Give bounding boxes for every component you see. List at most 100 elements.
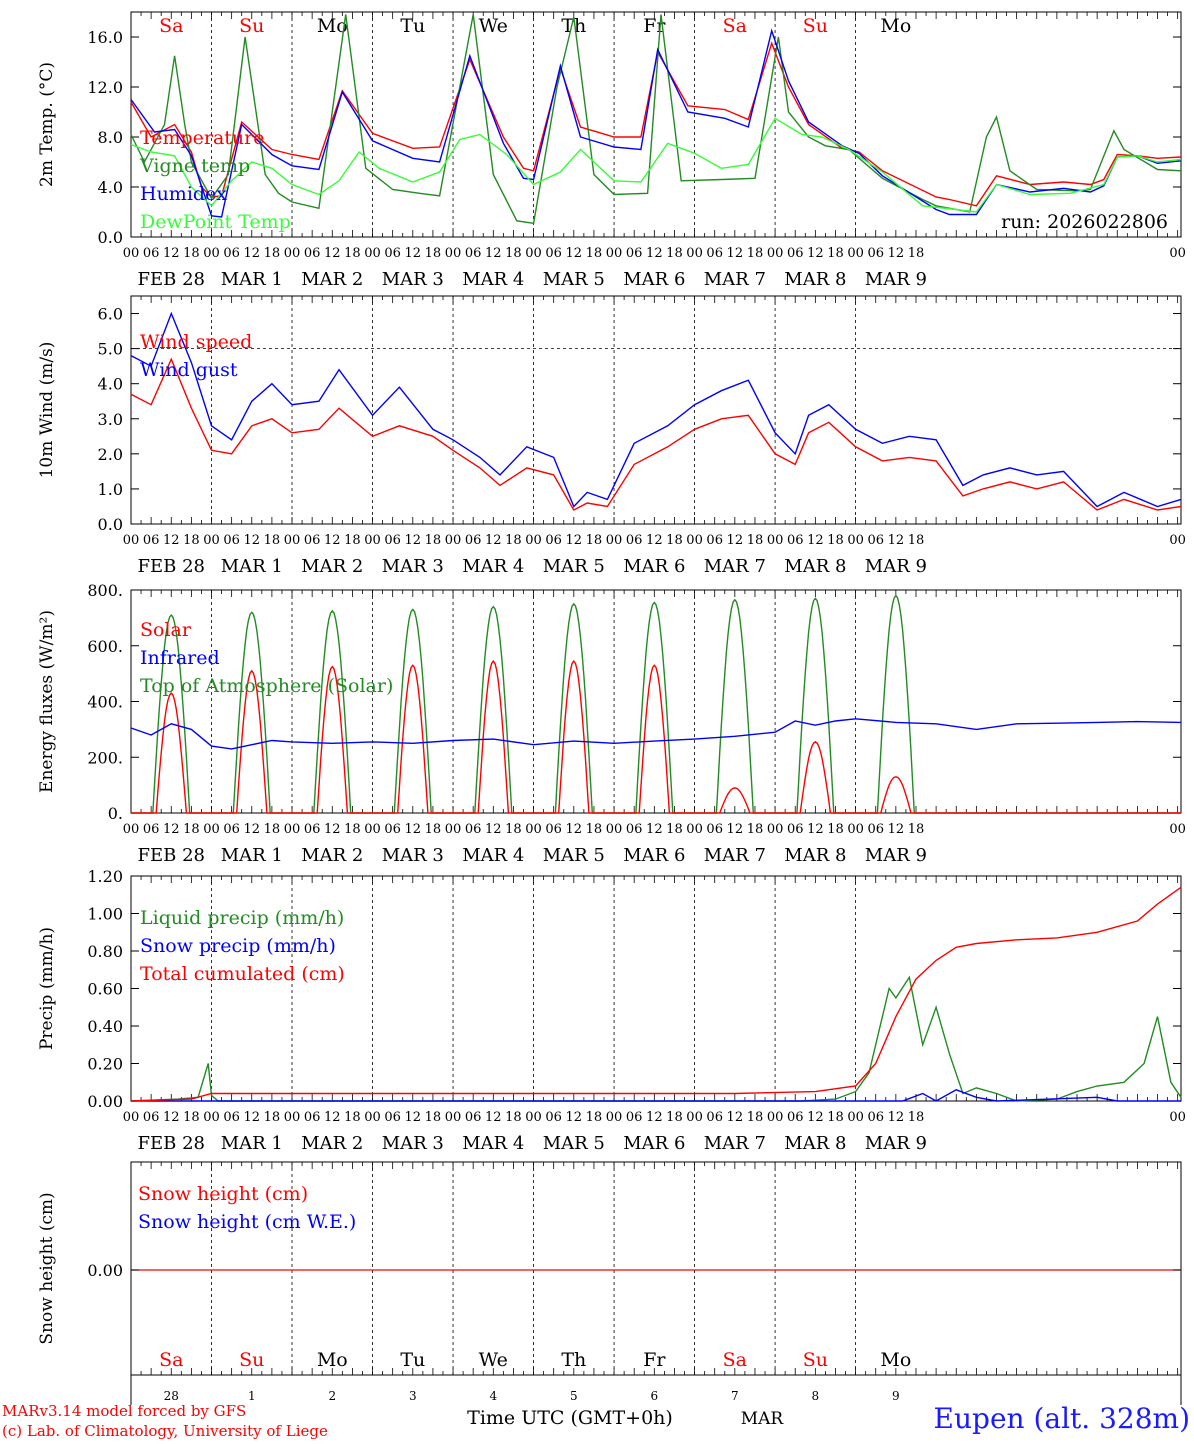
run-label: run: 2026022806 [1001,211,1168,233]
y-tick-label: 0.0 [98,515,123,534]
hour-tick-label: 18 [183,533,200,548]
date-label: MAR 3 [382,556,444,577]
hour-tick-label: 18 [264,822,281,837]
hour-tick-label: 00 [203,1110,220,1125]
hour-tick-label: 12 [243,246,260,261]
day-number: 2 [328,1389,336,1403]
hour-tick-label: 18 [666,822,683,837]
hour-tick-label: 12 [566,246,583,261]
hour-tick-label: 18 [183,822,200,837]
date-label: MAR 2 [301,556,363,577]
day-number: 3 [409,1389,417,1403]
hour-tick-label: 12 [163,246,180,261]
day-number: 28 [164,1389,179,1403]
date-label: MAR 2 [301,1133,363,1154]
hour-tick-label: 18 [586,822,603,837]
date-label: MAR 2 [301,269,363,290]
hour-tick-label: 00 [525,246,542,261]
hour-tick-label: 06 [545,533,562,548]
hour-tick-label: 06 [706,1110,723,1125]
date-label: MAR 3 [382,845,444,866]
y-tick-label: 600. [87,637,123,656]
hour-tick-label: 12 [807,246,824,261]
date-label: FEB 28 [138,556,205,577]
hour-tick-label: 00 [767,822,784,837]
day-number: 1 [248,1389,256,1403]
hour-tick-label: 12 [646,246,663,261]
hour-tick-label: 06 [304,1110,321,1125]
hour-tick-label: 18 [344,246,361,261]
precip-series-line [130,886,1182,1102]
hour-tick-label: 18 [908,533,925,548]
hour-tick-label: 06 [143,1110,160,1125]
hour-tick-label: 06 [867,822,884,837]
y-tick-label: 0.60 [87,980,123,999]
y-tick-label: 0.00 [87,1092,123,1111]
date-label: MAR 7 [704,1133,766,1154]
hour-tick-label: 00 [847,246,864,261]
hour-tick-label: 12 [324,822,341,837]
hour-tick-label: 00 [525,822,542,837]
hour-tick-label: 18 [586,533,603,548]
day-name: Tu [400,15,425,37]
day-name: We [479,1349,508,1371]
hour-tick-label: 06 [545,1110,562,1125]
hour-tick-label: 06 [626,1110,643,1125]
hour-tick-label: 12 [324,533,341,548]
hour-tick-label: 00 [123,1110,140,1125]
day-name: Th [561,15,586,37]
lab-credit: (c) Lab. of Climatology, University of L… [2,1422,328,1440]
day-name: Tu [400,1349,425,1371]
hour-tick-label: 00 [686,822,703,837]
hour-tick-label: 00 [364,246,381,261]
hour-tick-label: 06 [223,246,240,261]
hour-tick-label: 00 [445,822,462,837]
panel-frame [130,11,1182,238]
hour-tick-label: 12 [727,246,744,261]
legend-entry: Temperature [140,127,264,149]
hour-tick-label: 00 [686,1110,703,1125]
hour-tick-label: 12 [646,533,663,548]
hour-tick-label: 00 [203,246,220,261]
hour-tick-label: 00 [284,822,301,837]
date-label: MAR 4 [462,269,524,290]
hour-tick-label: 12 [485,246,502,261]
hour-tick-label: 18 [666,533,683,548]
date-label: MAR 9 [865,269,927,290]
day-number: 9 [892,1389,900,1403]
hour-tick-label: 06 [787,533,804,548]
hour-tick-label: 00 [847,1110,864,1125]
hour-tick-label: 12 [405,1110,422,1125]
legend-entry: Wind speed [140,331,252,353]
day-name: Sa [159,1349,183,1371]
legend-entry: Humidex [140,183,227,205]
day-name: Su [803,1349,828,1371]
date-label: MAR 4 [462,845,524,866]
hour-tick-label: 18 [425,533,442,548]
y-tick-label: 4.0 [98,375,123,394]
precip-series-line [130,975,1182,1102]
date-label: MAR 6 [623,845,685,866]
date-label: MAR 4 [462,556,524,577]
y-tick-label: 8.0 [98,128,123,147]
date-label: MAR 8 [784,845,846,866]
date-label: MAR 8 [784,269,846,290]
y-tick-label: 2.0 [98,445,123,464]
hour-tick-label: 06 [545,822,562,837]
day-name: Su [239,1349,264,1371]
date-label: MAR 5 [543,845,605,866]
hour-tick-label: 06 [465,1110,482,1125]
temp-series-line [130,14,1182,225]
hour-tick-label: 12 [888,533,905,548]
hour-tick-label: 12 [888,822,905,837]
hour-tick-label: 00 [767,246,784,261]
hour-tick-label: 00 [284,246,301,261]
day-number: 6 [651,1389,659,1403]
day-number: 5 [570,1389,578,1403]
hour-tick-label: 00 [1169,822,1186,837]
hour-tick-label: 12 [807,1110,824,1125]
hour-tick-label: 00 [767,1110,784,1125]
hour-tick-label: 06 [223,533,240,548]
date-label: MAR 5 [543,556,605,577]
